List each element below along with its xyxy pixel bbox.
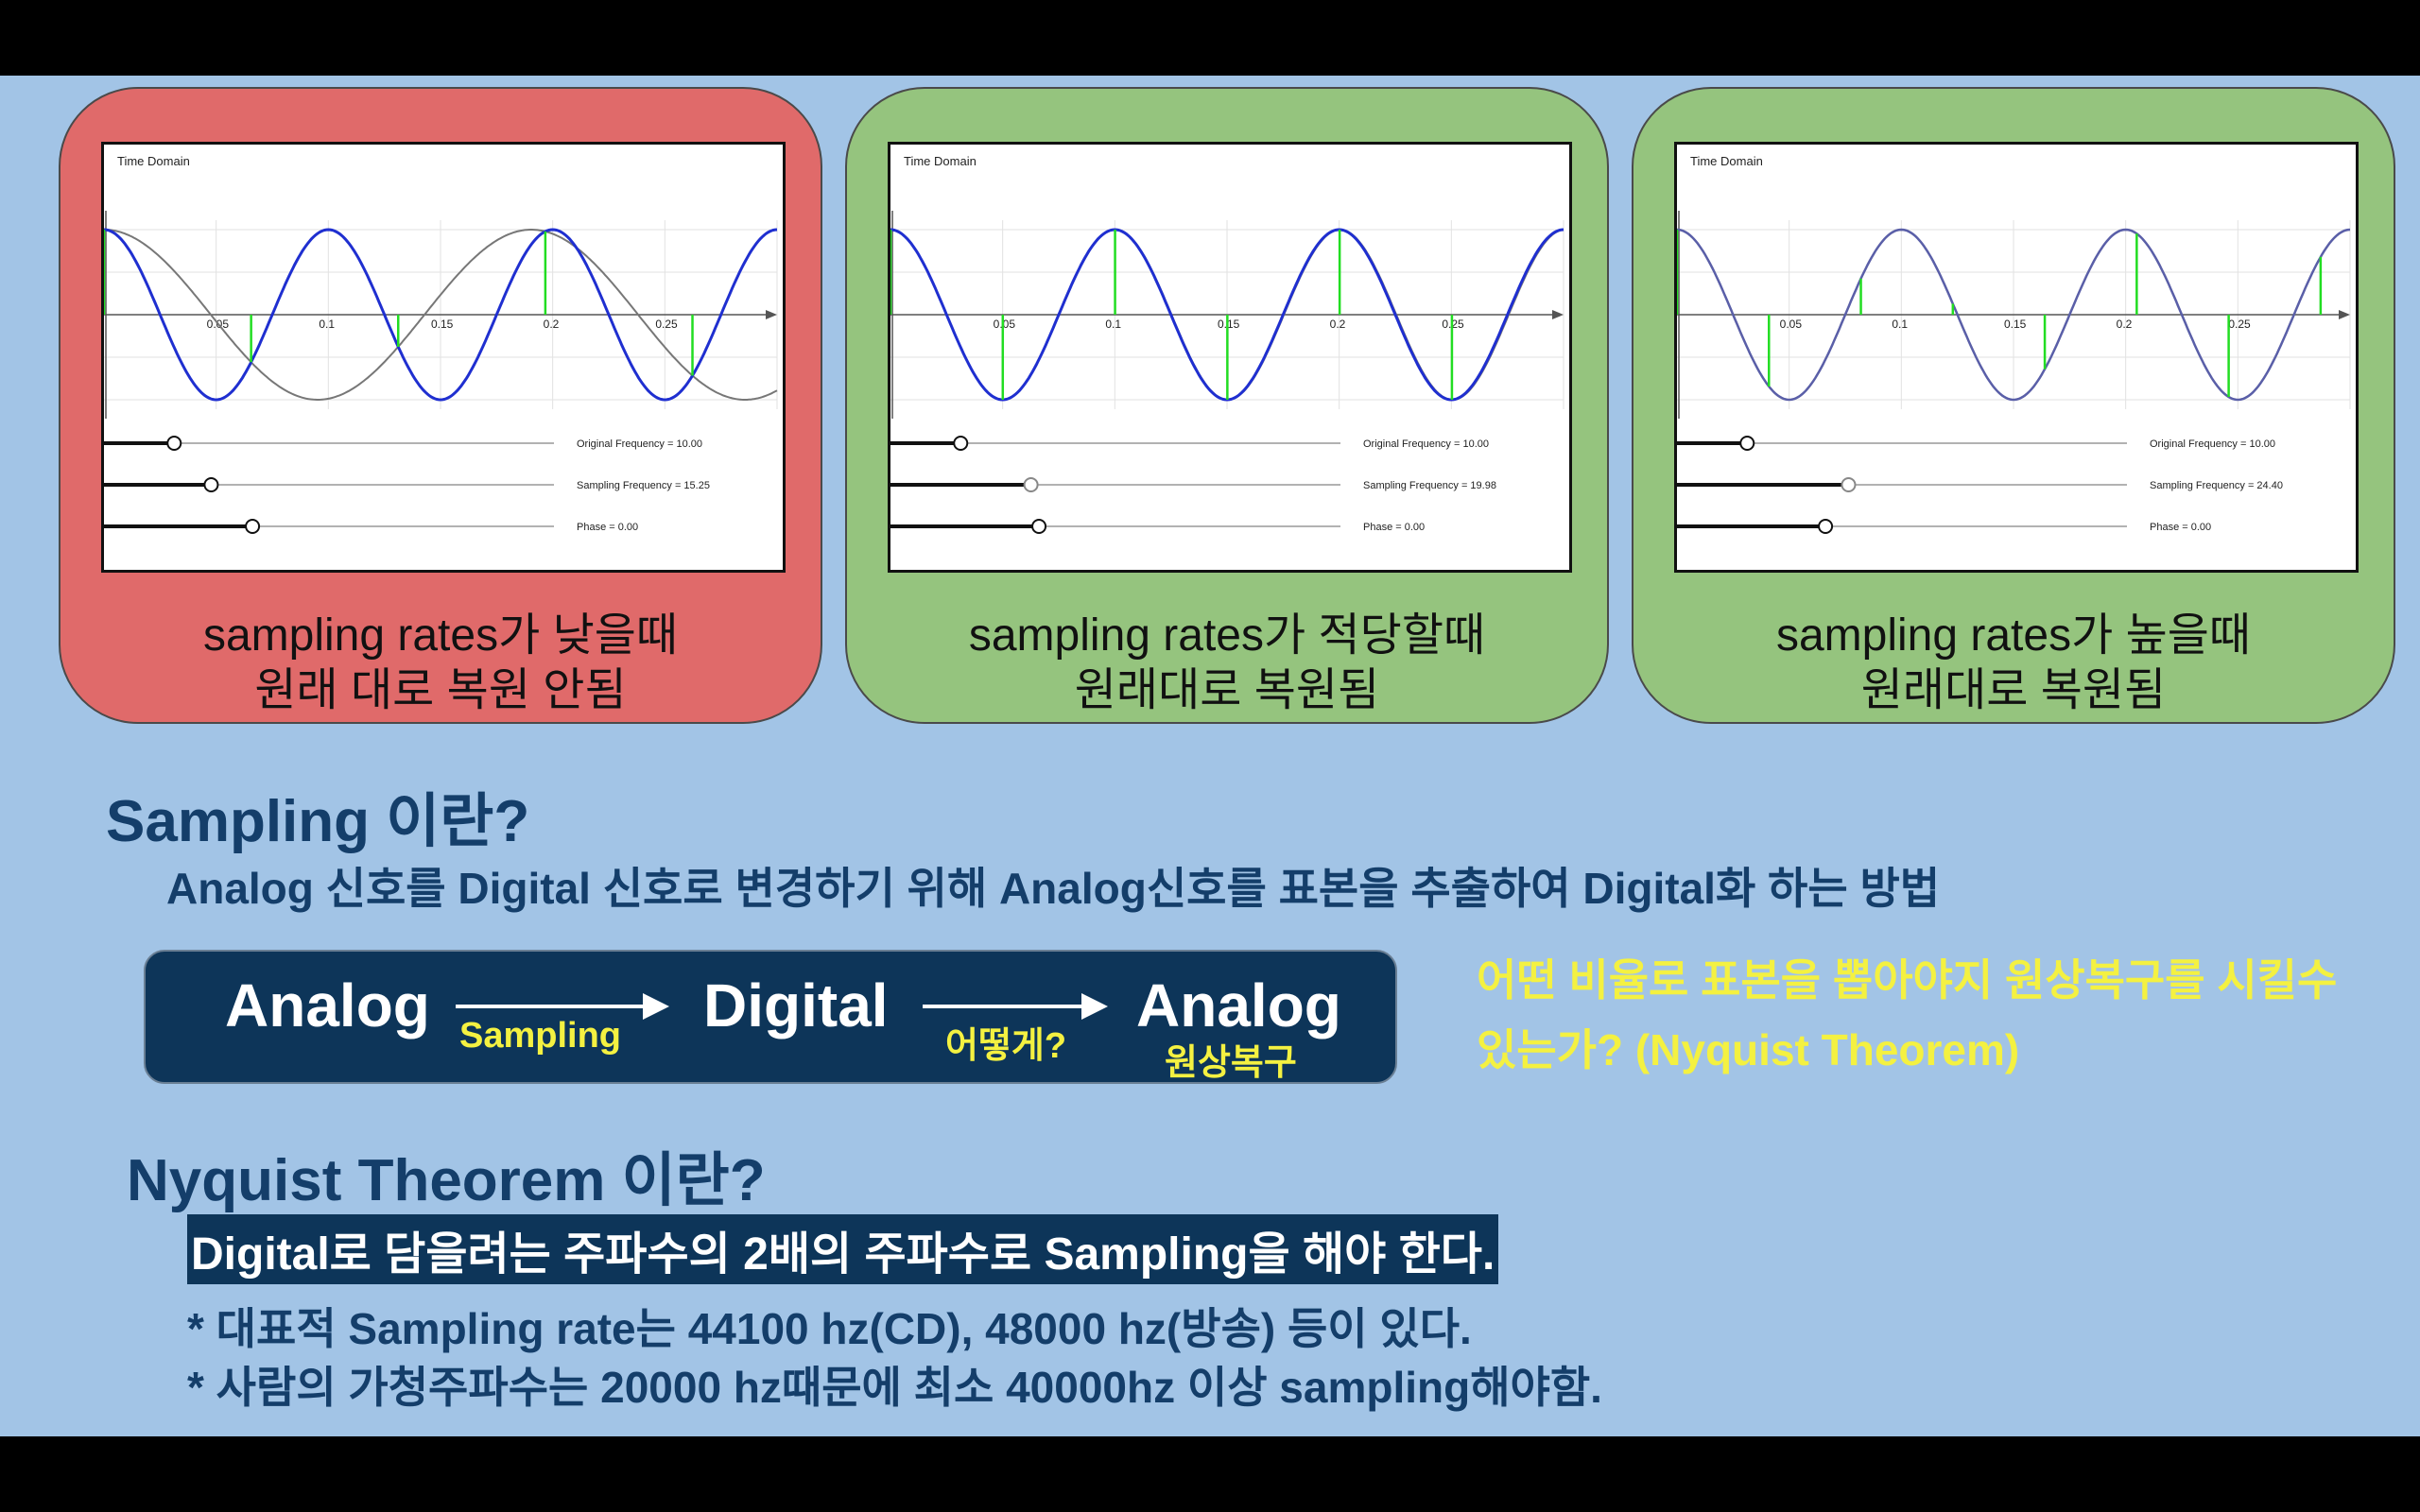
plot-svg: Time Domain 0.05 0.1 0.15 0.2 0.25 Original Fr… <box>1677 154 2351 534</box>
note-sampling-rates: * 대표적 Sampling rate는 44100 hz(CD), 48000… <box>187 1304 1472 1353</box>
flow-how-label: 어떻게? <box>945 1026 1067 1066</box>
slide: Time Domain 0.05 0.1 0.15 0.2 0.25 Original Fr… <box>0 76 2420 1436</box>
panel-caption: sampling rates가 낮을때 원래 대로 복원 안됨 <box>60 609 821 718</box>
original-wave <box>1677 228 2351 402</box>
tick-label: 0.15 <box>431 318 454 331</box>
tick-label: 0.15 <box>2004 318 2027 331</box>
slider-handle[interactable] <box>1841 477 1857 492</box>
arrow-right-icon <box>923 993 1108 1020</box>
panel-high-sampling: Time Domain 0.05 0.1 0.15 0.2 0.25 Original Fr… <box>1632 87 2395 724</box>
caption-line-2: 원래대로 복원됨 <box>1074 665 1380 715</box>
slider-handle[interactable] <box>1023 477 1039 492</box>
tick-label: 0.1 <box>1105 318 1121 331</box>
tick-label: 0.2 <box>1330 318 1346 331</box>
reconstructed-wave <box>104 229 778 401</box>
plot-title: Time Domain <box>117 154 190 168</box>
tick-label: 0.2 <box>544 318 560 331</box>
axis-arrow-icon <box>1552 310 1564 319</box>
axis-arrow-icon <box>766 310 777 319</box>
tick-label: 0.15 <box>1218 318 1240 331</box>
note-audible-range: * 사람의 가청주파수는 20000 hz때문에 최소 40000hz 이상 s… <box>187 1363 1602 1412</box>
original-wave <box>890 228 1564 402</box>
sampling-heading: Sampling 이란? <box>106 789 530 854</box>
tick-label: 0.25 <box>2228 318 2251 331</box>
caption-line-1: sampling rates가 적당할때 <box>968 610 1486 661</box>
panel-caption: sampling rates가 적당할때 원래대로 복원됨 <box>847 609 1607 718</box>
slider-label: Original Frequency = 10.00 <box>577 438 702 450</box>
sampling-flow-box: Analog Sampling Digital 어떻게? Analog 원상복구 <box>144 950 1397 1084</box>
slider-handle[interactable] <box>953 436 969 451</box>
tick-label: 0.25 <box>655 318 678 331</box>
tick-label: 0.2 <box>2117 318 2133 331</box>
slider-label: Original Frequency = 10.00 <box>1363 438 1489 450</box>
slider-handle[interactable] <box>166 436 182 451</box>
plot-title: Time Domain <box>904 154 977 168</box>
flow-sampling-label: Sampling <box>459 1016 622 1056</box>
slider-handle[interactable] <box>1031 519 1047 534</box>
slider-label: Phase = 0.00 <box>1363 522 1425 533</box>
slider-label: Sampling Frequency = 24.40 <box>2150 480 2283 491</box>
slider-label: Sampling Frequency = 15.25 <box>577 480 710 491</box>
slider-label: Sampling Frequency = 19.98 <box>1363 480 1496 491</box>
tick-label: 0.1 <box>1892 318 1908 331</box>
arrow-right-icon <box>456 993 669 1020</box>
slider-label: Original Frequency = 10.00 <box>2150 438 2275 450</box>
flow-analog-restored: Analog <box>1136 971 1341 1040</box>
caption-line-1: sampling rates가 높을때 <box>1775 610 2252 661</box>
slider-label: Phase = 0.00 <box>2150 522 2211 533</box>
caption-line-2: 원래 대로 복원 안됨 <box>254 665 627 715</box>
plot-title: Time Domain <box>1690 154 1763 168</box>
flow-digital: Digital <box>703 971 889 1040</box>
time-domain-plot: Time Domain 0.05 0.1 0.15 0.2 0.25 Original Fr… <box>1674 142 2359 573</box>
panel-low-sampling: Time Domain 0.05 0.1 0.15 0.2 0.25 Original Fr… <box>59 87 822 724</box>
sampling-definition: Analog 신호를 Digital 신호로 변경하기 위해 Analog신호를… <box>166 864 1941 913</box>
caption-line-2: 원래대로 복원됨 <box>1860 665 2167 715</box>
slider-handle[interactable] <box>1739 436 1755 451</box>
slider-handle[interactable] <box>245 519 261 534</box>
caption-line-1: sampling rates가 낮을때 <box>202 610 679 661</box>
flow-analog-source: Analog <box>225 971 430 1040</box>
slider-handle[interactable] <box>203 477 219 492</box>
nyquist-statement: Digital로 담을려는 주파수의 2배의 주파수로 Sampling을 해야… <box>187 1214 1499 1284</box>
axis-arrow-icon <box>2339 310 2350 319</box>
original-wave <box>104 228 778 402</box>
slider-handle[interactable] <box>1818 519 1834 534</box>
tick-label: 0.05 <box>994 318 1016 331</box>
flow-restore-label: 원상복구 <box>1165 1043 1297 1083</box>
slider-label: Phase = 0.00 <box>577 522 638 533</box>
nyquist-heading: Nyquist Theorem 이란? <box>127 1148 766 1213</box>
tick-label: 0.05 <box>1780 318 1803 331</box>
tick-label: 0.1 <box>319 318 335 331</box>
nyquist-question: 어떤 비율로 표본을 뽑아야지 원상복구를 시킬수 있는가? (Nyquist … <box>1477 955 2338 1074</box>
panel-caption: sampling rates가 높을때 원래대로 복원됨 <box>1634 609 2394 718</box>
